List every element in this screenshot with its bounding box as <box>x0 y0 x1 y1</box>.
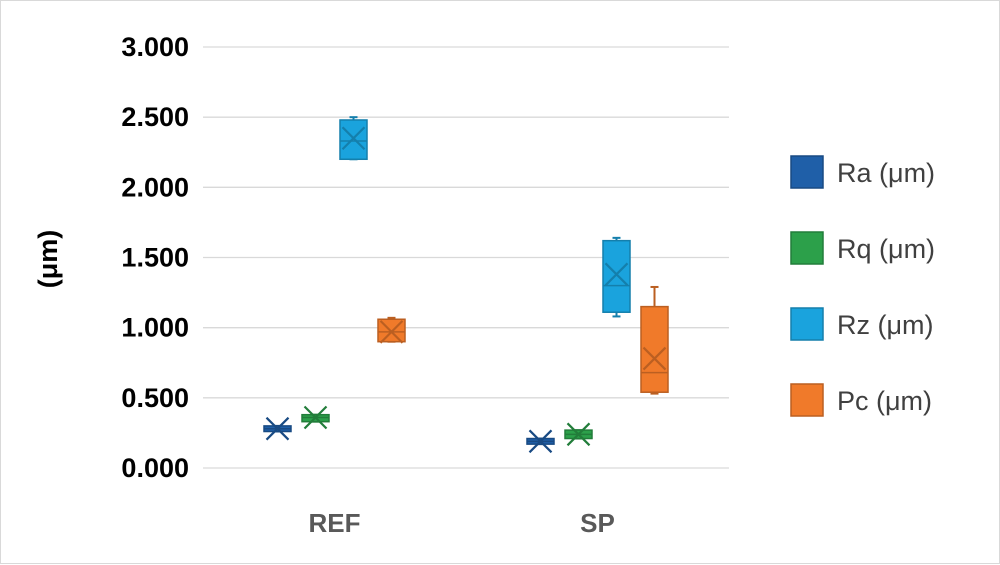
legend: Ra (μm) Rq (μm) Rz (μm) Pc (μm) <box>790 155 935 417</box>
y-tick-label: 0.000 <box>121 453 189 483</box>
mean-marker <box>379 320 404 344</box>
legend-label: Pc (μm) <box>837 386 932 416</box>
y-axis: 0.000 0.500 1.000 1.500 2.000 2.500 3.000 <box>121 32 189 483</box>
y-tick-label: 1.000 <box>121 313 189 343</box>
box-pc-ref <box>377 316 406 344</box>
legend-label: Rq (μm) <box>837 234 935 264</box>
y-tick-label: 0.500 <box>121 383 189 413</box>
y-tick-label: 3.000 <box>121 32 189 62</box>
mean-marker <box>566 422 591 447</box>
box-body <box>602 239 631 313</box>
y-tick-label: 2.000 <box>121 172 189 202</box>
mean-marker <box>341 126 366 150</box>
mean-marker <box>265 416 290 441</box>
legend-swatch <box>790 155 824 189</box>
legend-swatch <box>790 307 824 341</box>
gridlines <box>203 46 729 469</box>
box-rz-ref <box>339 116 368 161</box>
legend-item: Ra (μm) <box>790 155 935 189</box>
box-ra-ref <box>263 416 292 441</box>
legend-label: Ra (μm) <box>837 158 935 188</box>
legend-item: Rq (μm) <box>790 231 935 265</box>
box-rq-ref <box>301 405 330 430</box>
legend-item: Pc (μm) <box>790 383 932 417</box>
box-pc-sp <box>640 285 669 395</box>
box-rq-sp <box>564 422 593 447</box>
x-category-label: SP <box>580 508 615 538</box>
box-rz-sp <box>602 236 631 318</box>
mean-marker <box>303 405 328 430</box>
y-tick-label: 1.500 <box>121 243 189 273</box>
legend-item: Rz (μm) <box>790 307 934 341</box>
mean-marker <box>528 429 553 454</box>
plot-area <box>263 116 669 454</box>
y-tick-label: 2.500 <box>121 102 189 132</box>
mean-marker <box>604 262 629 287</box>
legend-swatch <box>790 383 824 417</box>
mean-marker <box>642 346 667 371</box>
x-category-label: REF <box>309 508 361 538</box>
y-axis-title: (μm) <box>33 230 63 289</box>
box-ra-sp <box>526 429 555 454</box>
legend-label: Rz (μm) <box>837 310 934 340</box>
x-axis: REF SP <box>309 508 615 538</box>
legend-swatch <box>790 231 824 265</box>
